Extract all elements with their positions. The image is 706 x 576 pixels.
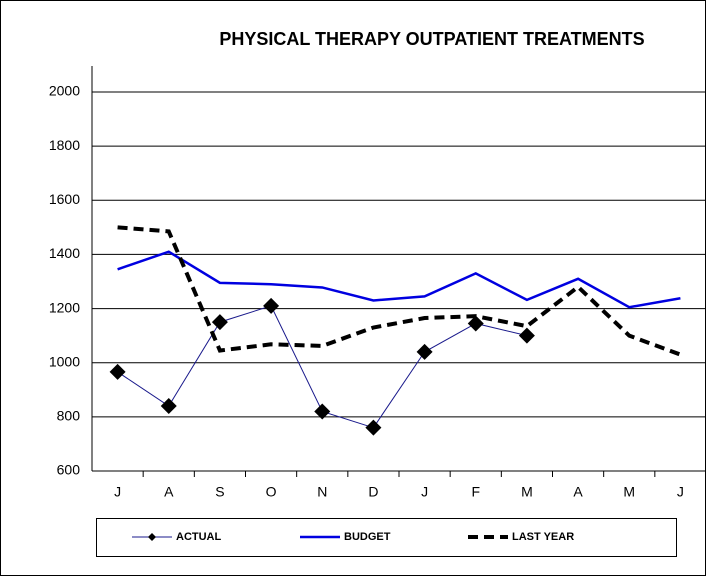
legend-box: [96, 518, 677, 557]
x-tick-label: O: [266, 484, 277, 500]
data-point: [314, 403, 331, 420]
x-tick-label: A: [573, 484, 583, 500]
x-tick-label: M: [623, 484, 635, 500]
data-point: [160, 398, 177, 415]
data-point: [109, 363, 126, 380]
data-point: [467, 315, 484, 332]
x-tick-label: N: [317, 484, 327, 500]
x-tick-label: M: [521, 484, 533, 500]
data-point: [365, 419, 382, 436]
y-tick-label: 1600: [49, 191, 80, 207]
series-line: [117, 225, 682, 357]
legend-label: BUDGET: [344, 531, 391, 543]
y-tick-label: 600: [57, 462, 81, 478]
y-tick-label: 2000: [49, 83, 80, 99]
y-tick-label: 1200: [49, 299, 80, 315]
data-point: [263, 297, 280, 314]
x-tick-label: S: [215, 484, 224, 500]
x-tick-label: D: [368, 484, 378, 500]
x-tick-label: J: [114, 484, 121, 500]
x-tick-label: J: [677, 484, 684, 500]
y-tick-label: 1800: [49, 137, 80, 153]
x-tick-label: F: [471, 484, 480, 500]
legend-marker: [148, 533, 156, 541]
y-tick-label: 1000: [49, 353, 80, 369]
x-tick-label: J: [421, 484, 428, 500]
chart-title: PHYSICAL THERAPY OUTPATIENT TREATMENTS: [219, 29, 644, 49]
y-tick-label: 800: [57, 408, 81, 424]
data-point: [211, 314, 228, 331]
series-line: [117, 250, 681, 309]
legend-label: LAST YEAR: [512, 531, 574, 543]
data-point: [518, 327, 535, 344]
y-tick-label: 1400: [49, 245, 80, 261]
data-point: [416, 343, 433, 360]
legend-label: ACTUAL: [176, 531, 221, 543]
x-tick-label: A: [164, 484, 174, 500]
